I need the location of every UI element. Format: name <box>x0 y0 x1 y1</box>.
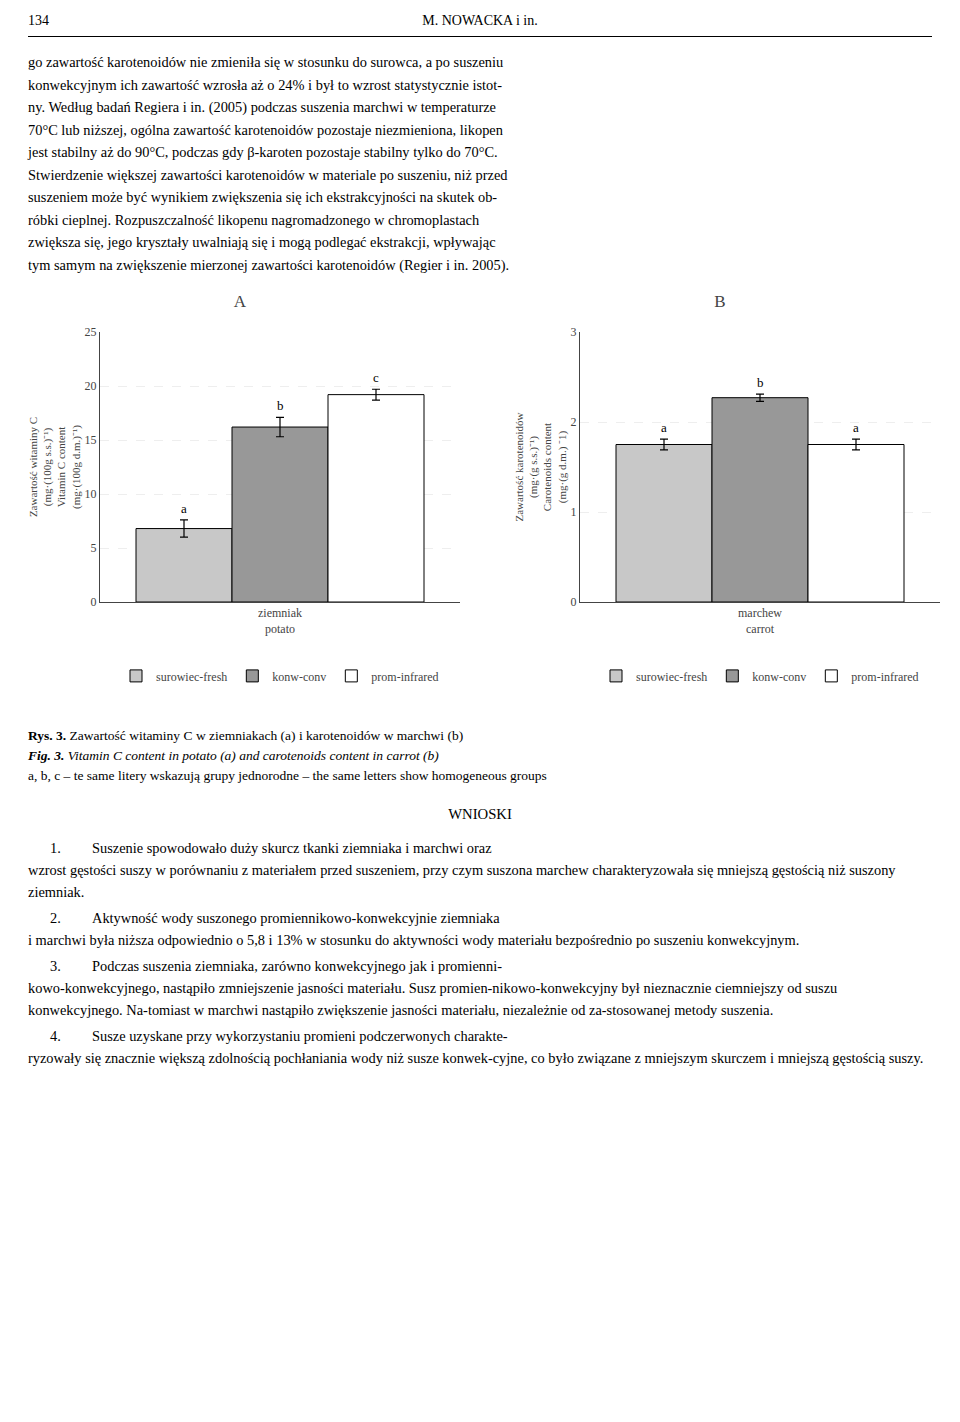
svg-text:surowiec-fresh: surowiec-fresh <box>156 670 227 684</box>
html-text:a, b, c – te same litery wskaz: a, b, c – te same litery wskazują grupy … <box>28 768 547 783</box>
svg-text:prom-infrared: prom-infrared <box>371 670 438 684</box>
html-text:2.: 2. <box>50 910 61 926</box>
svg-text:0: 0 <box>91 595 97 609</box>
svg-text:10: 10 <box>85 487 97 501</box>
svg-text:a: a <box>853 420 859 435</box>
html-text:Susze uzyskane przy wykorzysta: Susze uzyskane przy wykorzystaniu promie… <box>92 1028 508 1044</box>
svg-text:0: 0 <box>571 595 577 609</box>
html-text:Suszenie spowodowało duży skur: Suszenie spowodowało duży skurcz tkanki … <box>92 840 492 856</box>
svg-text:surowiec-fresh: surowiec-fresh <box>636 670 707 684</box>
svg-text:konw-conv: konw-conv <box>752 670 806 684</box>
html-text:ny. Według badań Regiera i in.: ny. Według badań Regiera i in. (2005) po… <box>28 99 496 115</box>
html-text:Aktywność wody suszonego promi: Aktywność wody suszonego promiennikowo-k… <box>92 910 500 926</box>
html-text:tym samym na zwiększenie mierz: tym samym na zwiększenie mierzonej zawar… <box>28 256 510 273</box>
svg-text:prom-infrared: prom-infrared <box>851 670 918 684</box>
html-text:Rys. 3. Zawartość witaminy C w: Rys. 3. Zawartość witaminy C w ziemniaka… <box>28 728 464 743</box>
html-text:1.: 1. <box>50 840 61 856</box>
svg-text:3: 3 <box>571 325 577 339</box>
svg-text:marchewcarrot: marchewcarrot <box>738 606 782 636</box>
html-text:jest stabilny aż do 90°C, podc: jest stabilny aż do 90°C, podczas gdy β-… <box>28 144 498 160</box>
svg-text:b: b <box>757 375 764 390</box>
svg-text:b: b <box>277 398 284 413</box>
svg-text:konw-conv: konw-conv <box>272 670 326 684</box>
html-text:kowo-konwekcyjnego, nastąpiło: kowo-konwekcyjnego, nastąpiło zmniejszen… <box>28 980 838 1018</box>
html-text:go zawartość karotenoidów nie: go zawartość karotenoidów nie zmieniła s… <box>28 54 504 70</box>
html-text:róbki cieplnej. Rozpuszczalnoś: róbki cieplnej. Rozpuszczalność likopenu… <box>28 211 480 228</box>
html-text:Fig. 3. Vitamin C content in p: Fig. 3. Vitamin C content in potato (a) … <box>28 748 439 763</box>
html-text:4.: 4. <box>50 1028 61 1044</box>
html-text:zwiększa się, jego kryształy u: zwiększa się, jego kryształy uwalniają s… <box>28 234 496 250</box>
html-text:WNIOSKI: WNIOSKI <box>448 806 512 822</box>
html-text:konwekcyjnym ich zawartość wzr: konwekcyjnym ich zawartość wzrosła aż o … <box>28 76 502 93</box>
html-text:70°C lub niższej, ogólna zawar: 70°C lub niższej, ogólna zawartość karot… <box>28 121 503 138</box>
svg-text:ziemniakpotato: ziemniakpotato <box>258 606 302 636</box>
svg-text:2: 2 <box>571 415 577 429</box>
svg-text:Zawartość witaminy C(mg·(100g: Zawartość witaminy C(mg·(100g s.s.)⁻¹)Vi… <box>27 417 83 517</box>
svg-text:a: a <box>661 420 667 435</box>
html-text:suszeniem może być wynikiem zw: suszeniem może być wynikiem zwiększenia … <box>28 189 498 205</box>
svg-text:a: a <box>181 501 187 516</box>
svg-text:5: 5 <box>91 541 97 555</box>
html-text:i marchwi była niższa odpowied: i marchwi była niższa odpowiednio o 5,8 … <box>28 932 800 948</box>
svg-text:c: c <box>373 370 379 385</box>
html-text:Stwierdzenie większej zawartoś: Stwierdzenie większej zawartości karoten… <box>28 166 508 183</box>
svg-text:B: B <box>714 292 725 311</box>
html-text:134: 134 <box>28 13 49 28</box>
svg-text:20: 20 <box>85 379 97 393</box>
svg-text:1: 1 <box>571 505 577 519</box>
svg-text:25: 25 <box>85 325 97 339</box>
html-text:wzrost gęstości suszy w porówn: wzrost gęstości suszy w porównaniu z mat… <box>28 862 896 900</box>
svg-text:15: 15 <box>85 433 97 447</box>
html-text:ryzowały się znacznie większą: ryzowały się znacznie większą zdolnością… <box>28 1050 924 1066</box>
svg-text:A: A <box>234 292 247 311</box>
html-text:Podczas suszenia ziemniaka, za: Podczas suszenia ziemniaka, zarówno konw… <box>92 958 502 974</box>
html-text:3.: 3. <box>50 958 61 974</box>
svg-text:Zawartość karotenoidów(mg·(g s: Zawartość karotenoidów(mg·(g s.s.)⁻¹)Car… <box>513 412 569 521</box>
html-text:M. NOWACKA i in.: M. NOWACKA i in. <box>422 13 538 28</box>
